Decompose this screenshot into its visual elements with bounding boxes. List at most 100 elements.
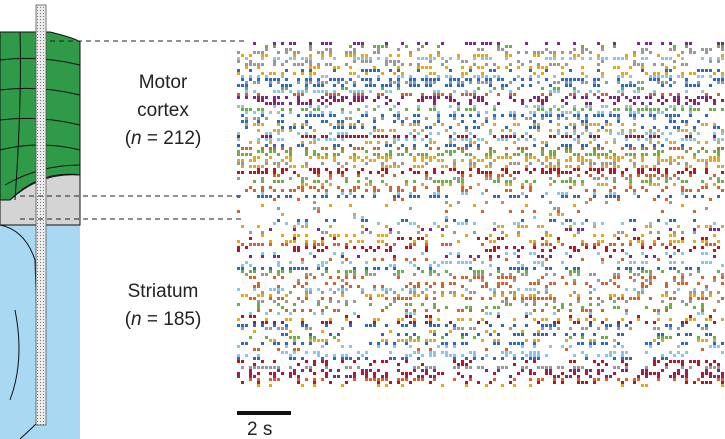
spike [253,171,256,174]
spike [405,138,408,141]
spike [569,369,572,372]
spike [669,132,672,135]
spike [385,45,388,48]
spike [305,84,308,87]
spike [617,66,620,69]
spike [377,105,380,108]
spike [453,138,456,141]
spike [509,114,512,117]
spike [401,171,404,174]
spike [465,42,468,45]
spike [525,138,528,141]
spike [537,51,540,54]
spike [309,336,312,339]
spike [625,189,628,192]
spike [237,60,240,63]
spike [257,63,260,66]
spike [341,171,344,174]
spike [453,231,456,234]
spike [525,117,528,120]
spike [429,318,432,321]
spike [541,108,544,111]
spike [613,273,616,276]
spike [245,294,248,297]
spike [441,372,444,375]
spike [677,282,680,285]
spike [413,351,416,354]
spike [513,78,516,81]
spike [469,297,472,300]
spike [697,75,700,78]
spike [301,369,304,372]
spike [549,297,552,300]
spike [285,324,288,327]
spike [533,309,536,312]
region-count: (n = 212) [125,128,202,149]
spike [537,354,540,357]
spike [445,243,448,246]
spike [685,321,688,324]
spike [325,90,328,93]
spike [397,114,400,117]
spike [697,360,700,363]
spike [657,72,660,75]
spike [449,168,452,171]
spike [589,309,592,312]
spike [429,96,432,99]
spike [417,57,420,60]
spike [473,96,476,99]
spike [581,66,584,69]
spike [265,318,268,321]
spike [453,282,456,285]
spike [681,192,684,195]
spike [253,366,256,369]
spike [657,99,660,102]
spike [625,351,628,354]
spike [637,96,640,99]
spike [237,138,240,141]
spike [365,378,368,381]
spike [249,231,252,234]
spike [553,321,556,324]
spike [305,132,308,135]
spike [429,84,432,87]
spike [685,102,688,105]
spike [425,117,428,120]
spike [369,78,372,81]
spike [509,195,512,198]
spike [285,222,288,225]
spike [545,288,548,291]
spike [277,129,280,132]
spike [465,366,468,369]
spike [533,357,536,360]
spike [429,177,432,180]
spike [493,339,496,342]
spike [253,276,256,279]
spike [613,108,616,111]
spike [309,48,312,51]
spike [529,186,532,189]
spike [613,366,616,369]
spike [249,237,252,240]
spike [469,279,472,282]
spike [641,165,644,168]
spike [393,300,396,303]
spike [601,240,604,243]
spike [485,189,488,192]
spike [285,294,288,297]
spike [289,189,292,192]
spike [561,192,564,195]
spike [413,189,416,192]
spike [245,342,248,345]
spike [329,111,332,114]
spike [485,54,488,57]
spike [337,66,340,69]
spike [597,168,600,171]
spike [289,147,292,150]
spike [661,63,664,66]
spike [529,294,532,297]
spike [489,258,492,261]
spike [393,198,396,201]
spike [705,381,708,384]
spike [429,81,432,84]
